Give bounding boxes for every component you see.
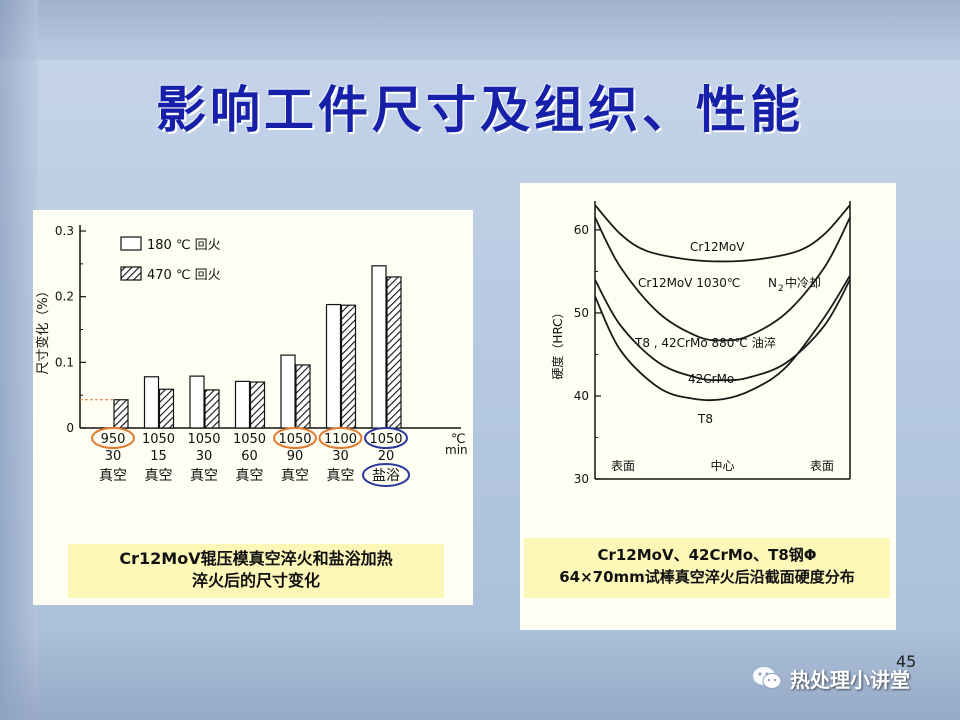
x-label-medium: 真空 xyxy=(281,468,309,484)
bar-hatched xyxy=(340,304,357,429)
background-top-band xyxy=(0,0,960,60)
label-cr12mov: Cr12MoV xyxy=(690,240,745,254)
bar-solid xyxy=(280,354,296,429)
label-t8: T8 xyxy=(697,412,713,426)
legend-label: 470 ℃ 回火 xyxy=(147,268,221,283)
line-y-axis-label: 硬度（HRC） xyxy=(550,306,565,379)
watermark-text: 热处理小讲堂 xyxy=(790,667,910,692)
bar-chart: 0 0.1 0.2 0.3 尺寸变化（%） 180 ℃ 回火 470 ℃ 回火 950 30… xyxy=(35,224,468,487)
bar-solid xyxy=(189,375,205,429)
x-label-temp: 950 xyxy=(101,432,126,447)
bar-hatched xyxy=(295,364,311,429)
label-cooling: 中冷却 xyxy=(785,275,821,290)
bar-y-tick-label: 0.2 xyxy=(55,290,74,304)
hardness-caption-line1: Cr12MoV、42CrMo、T8钢Φ xyxy=(597,546,817,564)
line-y-tick-label: 50 xyxy=(574,306,589,320)
wechat-icon xyxy=(753,667,782,689)
x-label-time: 60 xyxy=(241,449,258,464)
bar-y-axis-label: 尺寸变化（%） xyxy=(35,284,51,374)
slide-title: 影响工件尺寸及组织、性能 xyxy=(156,80,804,139)
x-label-surface-right: 表面 xyxy=(810,459,834,473)
label-42crmo: 42CrMo xyxy=(688,372,734,386)
watermark: 热处理小讲堂 xyxy=(752,662,910,694)
background-bottom-band xyxy=(0,630,960,720)
x-label-surface-left: 表面 xyxy=(611,459,635,473)
background-left-pillar xyxy=(0,0,38,720)
label-cr12mov-1030: Cr12MoV 1030℃ xyxy=(638,276,740,290)
x-label-temp: 1050 xyxy=(187,432,220,447)
bar-solid xyxy=(143,376,160,429)
x-unit-temp: ℃ xyxy=(451,432,466,447)
curve-cr12mov-n2 xyxy=(594,217,851,342)
bar-y-tick-label: 0 xyxy=(66,421,74,435)
x-label-time: 20 xyxy=(378,449,395,464)
x-unit-time: min xyxy=(445,443,468,457)
x-label-medium: 真空 xyxy=(327,468,355,484)
curve-cr12mov xyxy=(594,204,851,263)
bar-y-tick-label: 0.1 xyxy=(55,355,74,369)
bar-chart-panel: 0 0.1 0.2 0.3 尺寸变化（%） 180 ℃ 回火 470 ℃ 回火 950 30… xyxy=(33,210,473,605)
x-label-temp: 1050 xyxy=(369,432,402,447)
bar-hatched xyxy=(249,381,266,429)
line-y-tick-label: 60 xyxy=(574,223,589,237)
x-label-time: 30 xyxy=(196,449,213,464)
hardness-caption-line2: 64×70mm试棒真空淬火后沿截面硬度分布 xyxy=(559,568,855,586)
highlight-circle-orange xyxy=(273,427,317,449)
bar-hatched xyxy=(386,276,402,429)
label-t8-42crmo-oil: T8 , 42CrMo 880℃ 油淬 xyxy=(634,335,776,350)
x-label-medium: 真空 xyxy=(145,468,173,484)
x-label-temp: 1100 xyxy=(324,432,357,447)
bar-hatched xyxy=(158,388,175,429)
bar-solid xyxy=(234,380,251,429)
legend-swatch-solid xyxy=(120,236,142,251)
bar-hatched xyxy=(113,399,129,429)
x-label-center: 中心 xyxy=(710,458,734,473)
highlight-circle-orange xyxy=(91,427,135,449)
x-label-medium: 盐浴 xyxy=(372,468,400,484)
label-n-subscript: 2 xyxy=(778,284,784,294)
line-y-tick-label: 40 xyxy=(574,389,589,403)
bar-solid xyxy=(371,265,387,429)
legend-swatch-hatched xyxy=(120,266,142,281)
x-label-time: 30 xyxy=(332,449,349,464)
highlight-circle-orange xyxy=(318,427,363,449)
curve-t8 xyxy=(594,275,851,402)
x-label-medium: 真空 xyxy=(99,468,127,484)
hardness-chart: 30 40 50 60 硬度（HRC） 表面 中心 表面 Cr12MoV Cr12MoV 103… xyxy=(550,201,851,486)
bar-caption-line2: 淬火后的尺寸变化 xyxy=(191,571,320,590)
x-label-time: 15 xyxy=(150,449,167,464)
page-number: 45 xyxy=(896,652,917,671)
line-y-tick-label: 30 xyxy=(574,472,589,486)
highlight-circle-blue xyxy=(364,427,408,449)
x-label-time: 90 xyxy=(287,449,304,464)
bar-hatched xyxy=(204,389,220,429)
x-label-time: 30 xyxy=(105,449,122,464)
legend-label: 180 ℃ 回火 xyxy=(147,238,221,253)
bar-y-tick-label: 0.3 xyxy=(55,224,74,238)
label-n: N xyxy=(768,276,777,290)
x-label-temp: 1050 xyxy=(233,432,266,447)
bar-caption-line1: Cr12MoV辊压模真空淬火和盐浴加热 xyxy=(119,549,393,568)
bar-solid xyxy=(325,303,342,429)
bar-chart-caption: Cr12MoV辊压模真空淬火和盐浴加热 淬火后的尺寸变化 xyxy=(68,544,444,598)
curve-42crmo xyxy=(594,279,851,382)
highlight-circle-blue xyxy=(362,463,410,487)
x-label-temp: 1050 xyxy=(278,432,311,447)
hardness-chart-caption: Cr12MoV、42CrMo、T8钢Φ 64×70mm试棒真空淬火后沿截面硬度分… xyxy=(524,538,890,598)
x-label-medium: 真空 xyxy=(190,468,218,484)
x-label-temp: 1050 xyxy=(142,432,175,447)
x-label-medium: 真空 xyxy=(236,468,264,484)
